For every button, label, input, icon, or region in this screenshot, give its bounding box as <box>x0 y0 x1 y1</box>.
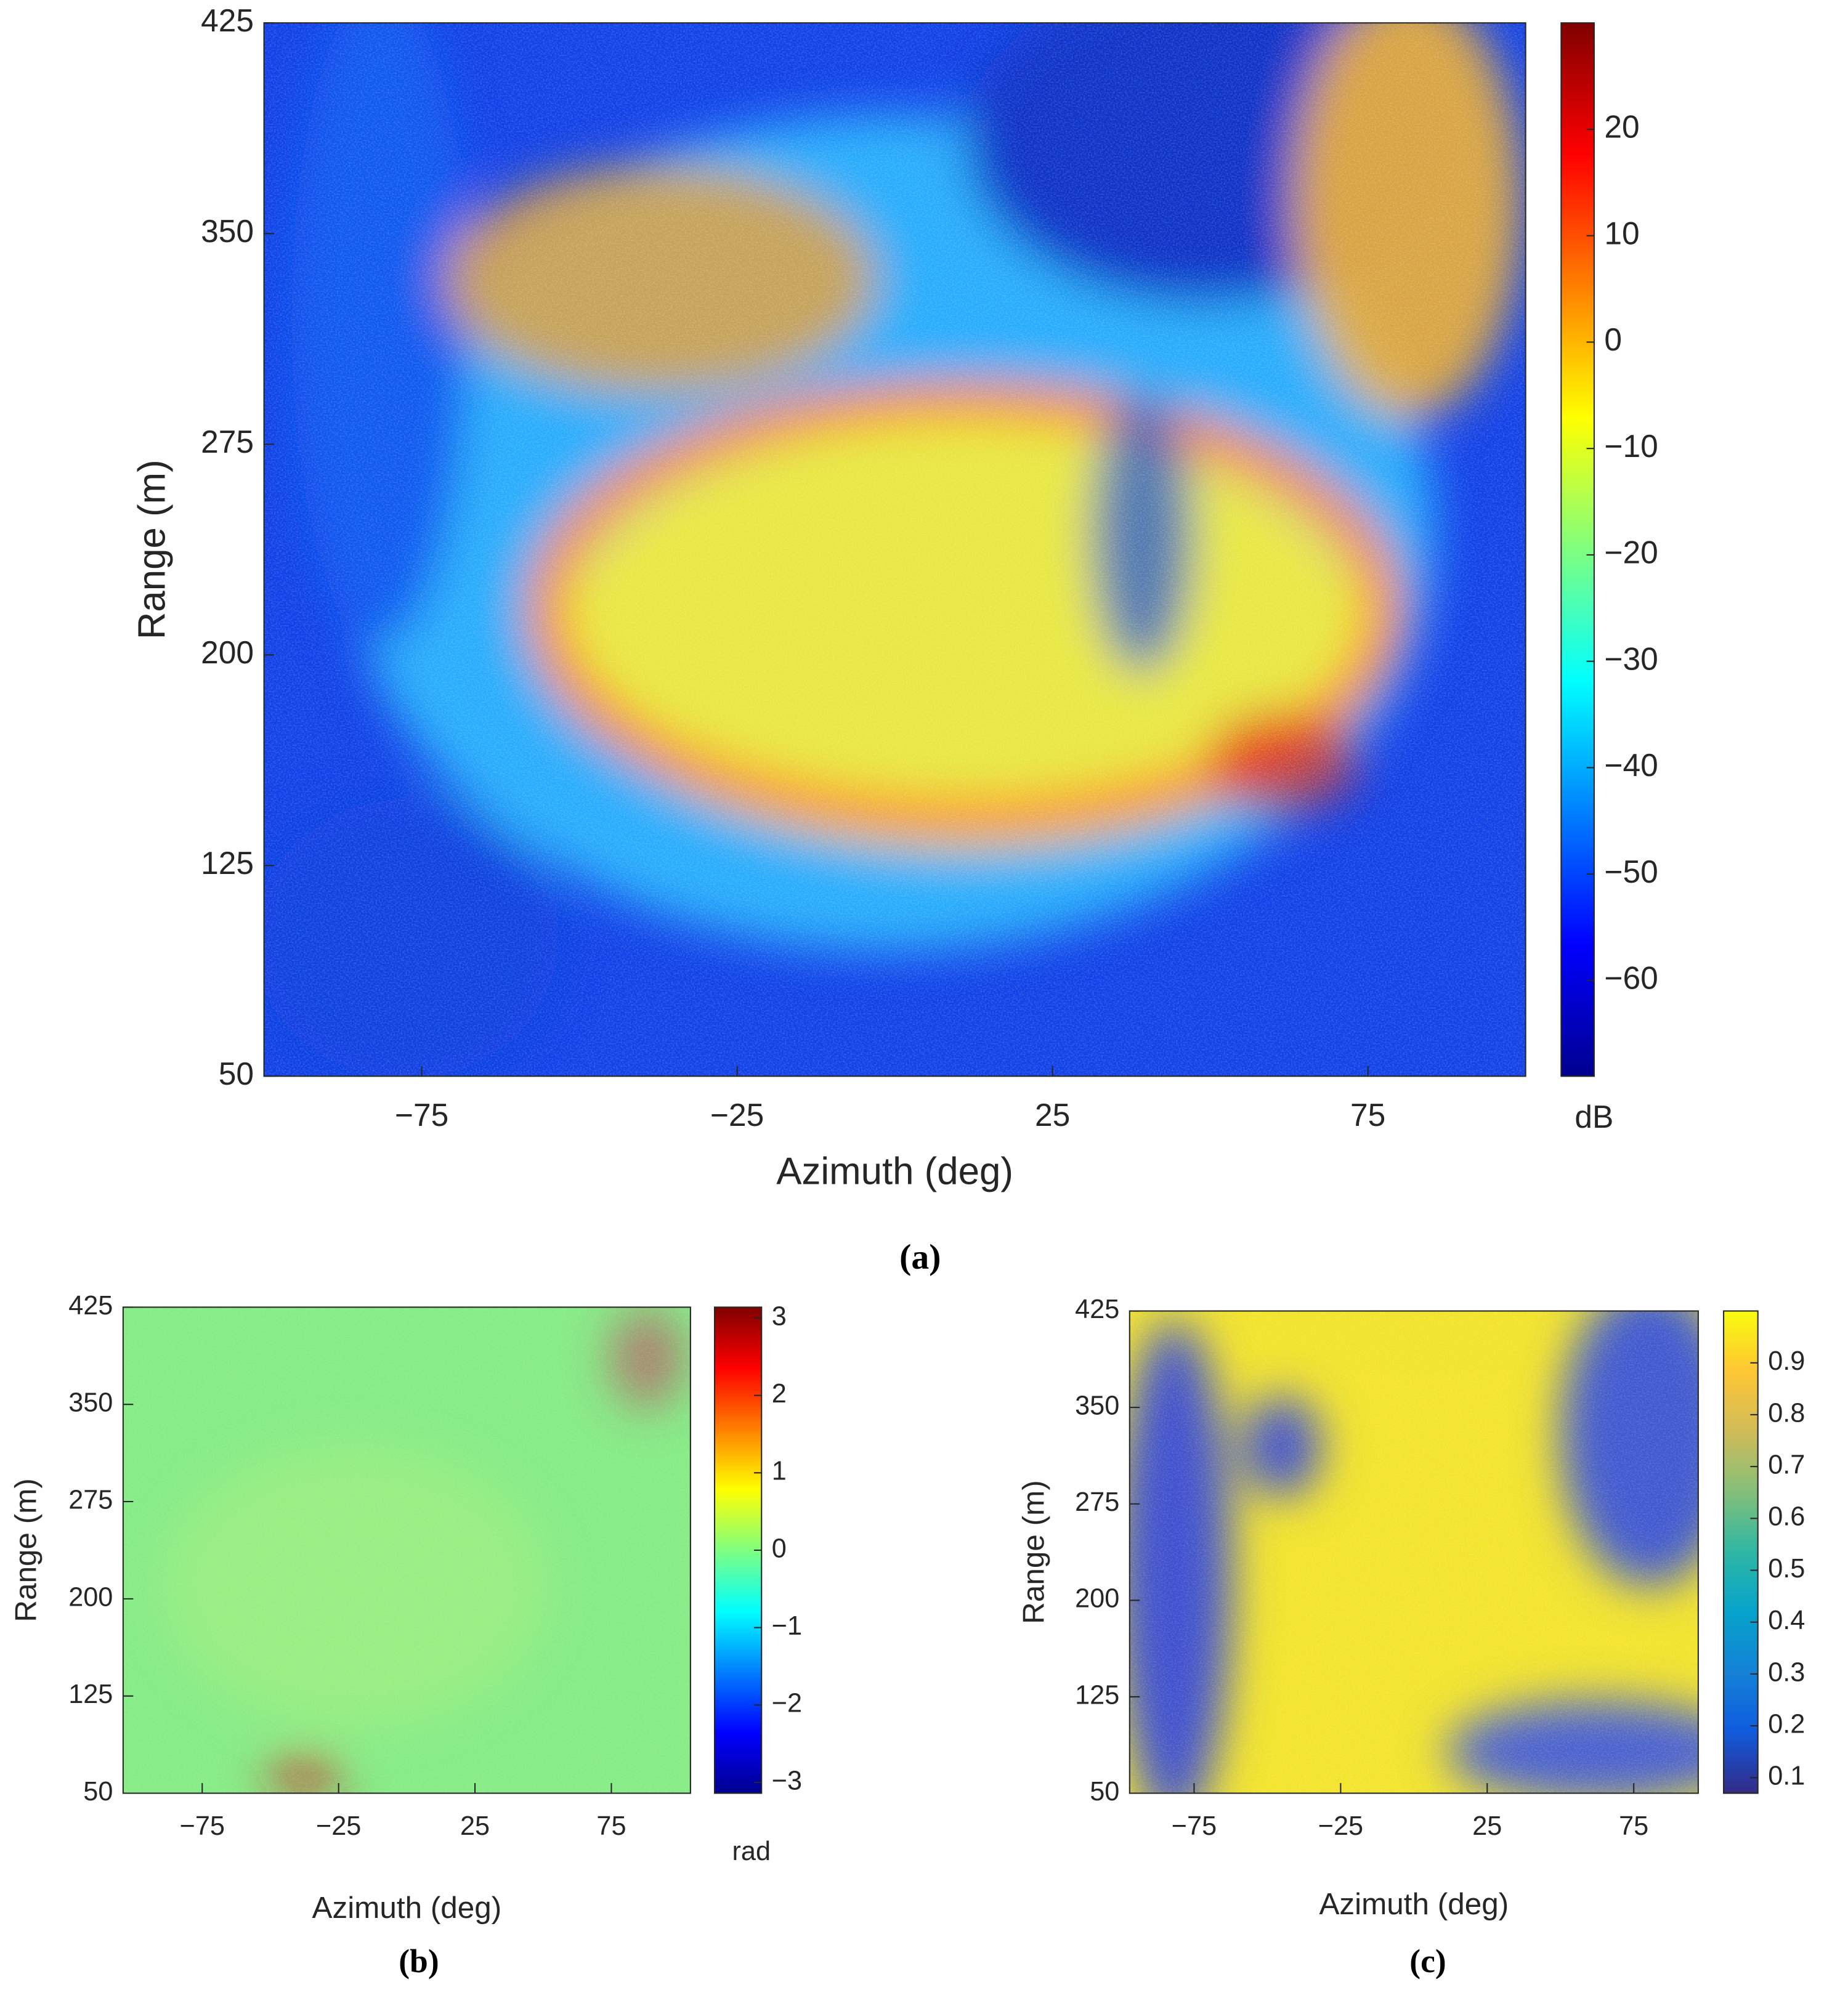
y-tick-label: 350 <box>1075 1391 1119 1421</box>
colorbar-tick-label: 0.6 <box>1768 1502 1805 1532</box>
colorbar-tick-label: −1 <box>772 1611 802 1641</box>
colorbar <box>1560 22 1595 1077</box>
y-tick-label: 425 <box>68 1291 113 1321</box>
y-tick-label: 275 <box>68 1485 113 1515</box>
colorbar-tick-label: 1 <box>772 1457 787 1486</box>
caption: (b) <box>399 1943 439 1980</box>
plot-frame <box>122 1306 691 1794</box>
colorbar-tick-label: 20 <box>1604 109 1639 145</box>
colorbar-tick-label: −2 <box>772 1689 802 1718</box>
x-tick-label: 25 <box>1472 1811 1502 1841</box>
x-tick-label: −25 <box>710 1097 764 1133</box>
x-tick-label: −25 <box>1318 1811 1363 1841</box>
y-tick-label: 50 <box>83 1777 113 1806</box>
colorbar-tick-label: 2 <box>772 1379 787 1409</box>
y-axis-label: Range (m) <box>9 1478 43 1622</box>
y-tick-label: 350 <box>68 1388 113 1418</box>
y-tick-label: 275 <box>201 424 254 459</box>
x-axis-label: Azimuth (deg) <box>776 1150 1013 1192</box>
y-tick-label: 125 <box>68 1680 113 1709</box>
y-axis-label: Range (m) <box>1016 1480 1050 1624</box>
y-tick-label: 425 <box>201 2 254 38</box>
colorbar-tick-label: −60 <box>1604 960 1658 996</box>
x-tick-label: 75 <box>596 1811 626 1841</box>
colorbar-label: dB <box>1574 1099 1613 1135</box>
y-tick-label: 125 <box>1075 1680 1119 1710</box>
colorbar-tick-label: −20 <box>1604 535 1658 570</box>
y-tick-label: 425 <box>1075 1295 1119 1324</box>
y-tick-label: 350 <box>201 213 254 249</box>
colorbar-tick-label: 0 <box>1604 322 1622 357</box>
colorbar-tick-label: 0.8 <box>1768 1398 1805 1428</box>
y-axis-label: Range (m) <box>131 459 174 639</box>
colorbar-tick-label: 10 <box>1604 215 1639 251</box>
colorbar-label: rad <box>732 1837 771 1866</box>
y-tick-label: 50 <box>219 1056 254 1091</box>
heatmap-image <box>123 1307 691 1794</box>
colorbar-tick-label: −30 <box>1604 641 1658 676</box>
colorbar-tick-label: 0.9 <box>1768 1346 1805 1376</box>
x-axis-label: Azimuth (deg) <box>1319 1887 1509 1921</box>
caption: (a) <box>899 1237 941 1276</box>
colorbar <box>1723 1310 1759 1794</box>
y-tick-label: 200 <box>201 634 254 670</box>
x-tick-label: 75 <box>1619 1811 1648 1841</box>
plot-frame <box>263 22 1526 1077</box>
y-tick-label: 50 <box>1090 1777 1119 1806</box>
heatmap-image <box>1129 1311 1698 1794</box>
x-tick-label: 25 <box>1035 1097 1070 1133</box>
colorbar-tick-label: 0.2 <box>1768 1709 1805 1739</box>
colorbar-tick-label: −10 <box>1604 428 1658 464</box>
x-tick-label: 75 <box>1350 1097 1385 1133</box>
colorbar-tick-label: −40 <box>1604 747 1658 783</box>
colorbar-tick-label: 0 <box>772 1534 787 1563</box>
x-axis-label: Azimuth (deg) <box>312 1891 502 1925</box>
heatmap-image <box>264 23 1526 1077</box>
y-tick-label: 275 <box>1075 1487 1119 1517</box>
y-tick-label: 200 <box>68 1582 113 1612</box>
colorbar-tick-label: 0.5 <box>1768 1554 1805 1584</box>
x-tick-label: −75 <box>395 1097 448 1133</box>
colorbar-tick-label: 3 <box>772 1301 787 1331</box>
y-tick-label: 200 <box>1075 1584 1119 1614</box>
colorbar-tick-label: −50 <box>1604 854 1658 889</box>
colorbar <box>713 1306 763 1794</box>
colorbar-tick-label: 0.3 <box>1768 1657 1805 1687</box>
x-tick-label: −75 <box>180 1811 225 1841</box>
colorbar-tick-label: −3 <box>772 1766 802 1795</box>
x-tick-label: 25 <box>460 1811 490 1841</box>
y-tick-label: 125 <box>201 845 254 881</box>
colorbar-tick-label: 0.4 <box>1768 1606 1805 1635</box>
x-tick-label: −75 <box>1172 1811 1217 1841</box>
plot-frame <box>1129 1310 1699 1794</box>
x-tick-label: −25 <box>316 1811 361 1841</box>
colorbar-tick-label: 0.7 <box>1768 1450 1805 1480</box>
caption: (c) <box>1409 1943 1446 1980</box>
colorbar-tick-label: 0.1 <box>1768 1761 1805 1791</box>
